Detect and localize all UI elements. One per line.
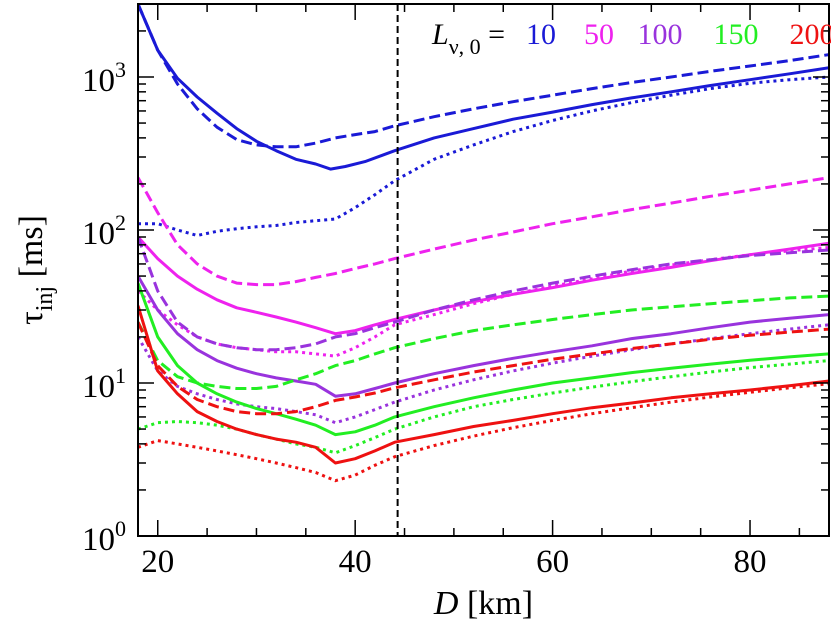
y-axis-label: τinj [ms] bbox=[13, 215, 58, 325]
y-tick-label: 102 bbox=[82, 210, 126, 252]
series-line-9 bbox=[138, 282, 829, 437]
legend-entry-50: 50 bbox=[584, 18, 614, 51]
x-tick-label: 80 bbox=[734, 544, 767, 580]
ticks-layer bbox=[138, 3, 829, 537]
series-line-12 bbox=[138, 305, 829, 465]
legend-entry-10: 10 bbox=[526, 18, 556, 51]
legend-title-var: L bbox=[431, 18, 449, 51]
tick-labels: 20 40 60 80 100 101 102 103 bbox=[82, 57, 767, 580]
series-line-14 bbox=[138, 382, 829, 483]
series-line-4 bbox=[138, 176, 829, 287]
x-tick-label: 20 bbox=[141, 544, 174, 580]
y-axis-sub: inj bbox=[32, 286, 58, 311]
legend-title-sub: ν, 0 bbox=[449, 34, 481, 59]
legend-entries: 10 50 100 150 200 bbox=[526, 18, 831, 51]
series-line-11 bbox=[138, 359, 829, 455]
series-line-1 bbox=[138, 4, 829, 149]
series-line-7 bbox=[138, 236, 829, 352]
legend-title: Lν, 0 = bbox=[431, 18, 505, 59]
legend-entry-150: 150 bbox=[714, 18, 759, 51]
series-line-13 bbox=[138, 321, 829, 416]
series-line-2 bbox=[138, 75, 829, 237]
x-axis-var: D bbox=[433, 585, 459, 621]
series-line-0 bbox=[138, 4, 829, 171]
series-line-5 bbox=[138, 245, 829, 358]
x-tick-label: 60 bbox=[536, 544, 569, 580]
plot-frame bbox=[137, 3, 830, 537]
y-tick-label: 103 bbox=[82, 57, 126, 99]
series-line-6 bbox=[138, 275, 829, 398]
x-tick-label: 40 bbox=[339, 544, 372, 580]
x-axis-label: D [km] bbox=[433, 585, 533, 621]
y-tick-label: 101 bbox=[82, 363, 126, 405]
legend-title-suffix: = bbox=[481, 18, 505, 51]
legend-entry-100: 100 bbox=[638, 18, 683, 51]
series-line-10 bbox=[138, 294, 829, 390]
series-line-3 bbox=[138, 235, 829, 336]
plot-lines bbox=[138, 4, 829, 483]
series-line-8 bbox=[138, 323, 829, 425]
y-axis-var: τ bbox=[13, 311, 50, 325]
y-tick-label: 100 bbox=[82, 516, 126, 558]
legend: Lν, 0 = 10 50 100 150 200 bbox=[431, 18, 831, 59]
x-axis-unit: [km] bbox=[458, 585, 533, 621]
legend-entry-200: 200 bbox=[790, 18, 831, 51]
y-axis-unit: [ms] bbox=[13, 215, 50, 286]
